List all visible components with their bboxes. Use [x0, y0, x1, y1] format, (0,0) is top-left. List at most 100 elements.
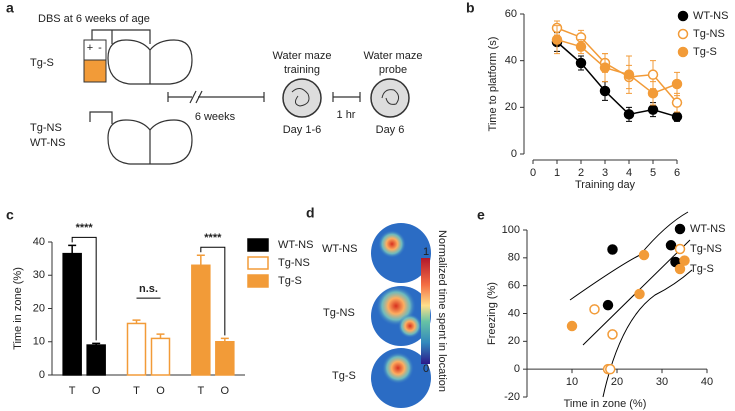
- step-title: training: [284, 64, 320, 76]
- y-tick-label: 40: [505, 55, 517, 67]
- heatmap-hotspot: [398, 314, 422, 338]
- data-point: [647, 69, 659, 80]
- y-tick-label: 20: [33, 302, 45, 314]
- bar: [86, 344, 106, 376]
- timeline: [332, 92, 361, 102]
- swim-path: [291, 88, 310, 107]
- data-point: [679, 255, 690, 266]
- y-tick-label: 40: [33, 236, 45, 248]
- panel-label: b: [466, 0, 475, 16]
- legend-swatch: [247, 238, 269, 252]
- heatmap-row-label: Tg-NS: [323, 307, 355, 319]
- series-line: [556, 41, 678, 118]
- data-point: [575, 57, 587, 69]
- legend-marker: [677, 28, 689, 40]
- stim-plus: +: [87, 42, 93, 54]
- x-tick-label: T: [69, 385, 76, 397]
- water-maze: [370, 78, 410, 118]
- interval-label: 6 weeks: [195, 111, 236, 123]
- data-point: [566, 320, 578, 332]
- diagram: DBS at 6 weeks of age + - Tg-S Tg-NS WT-…: [30, 13, 423, 165]
- interval-label: 1 hr: [337, 109, 356, 121]
- confidence-band: [602, 269, 693, 398]
- legend-label: Tg-S: [693, 46, 717, 58]
- legend-marker: [674, 223, 686, 235]
- y-tick-label: 0: [39, 369, 45, 381]
- bar: [215, 341, 235, 376]
- y-tick-label: 30: [33, 269, 45, 281]
- group-stim: Tg-S: [30, 57, 54, 69]
- step-title: Water maze: [364, 50, 423, 62]
- data-point: [575, 41, 587, 52]
- data-point: [623, 69, 635, 80]
- y-tick-label: 10: [33, 336, 45, 348]
- data-point: [607, 244, 618, 255]
- heatmaps: WT-NS Tg-NS Tg-S 1 0 Normalized time spe…: [322, 223, 448, 408]
- legend-label: Tg-NS: [278, 257, 310, 269]
- data-point: [602, 299, 614, 311]
- x-tick-label: T: [197, 385, 204, 397]
- error-bar: [68, 244, 77, 254]
- data-point: [605, 363, 616, 375]
- bar: [191, 264, 211, 376]
- bar: [150, 337, 171, 376]
- data-point: [647, 88, 659, 99]
- data-point: [647, 104, 659, 115]
- stimulator-bottom: [83, 59, 107, 83]
- y-tick-label: 20: [508, 335, 520, 347]
- legend-label: Tg-S: [278, 275, 302, 287]
- x-tick-label: 0: [530, 167, 536, 179]
- legend-marker: [677, 46, 689, 58]
- data-point: [671, 78, 683, 90]
- step-title: probe: [379, 64, 407, 76]
- panel-label: d: [306, 205, 315, 221]
- y-tick-label: 0: [511, 148, 517, 160]
- y-tick-label: 60: [508, 280, 520, 292]
- x-tick-label: O: [221, 385, 230, 397]
- y-tick-label: 80: [508, 252, 520, 264]
- data-point: [551, 34, 563, 45]
- x-tick-label: 6: [674, 167, 680, 179]
- data-point: [634, 288, 645, 300]
- lead-wire: [89, 111, 113, 124]
- legend-marker: [674, 263, 686, 275]
- x-tick-label: 3: [602, 167, 608, 179]
- x-tick-label: 10: [566, 376, 578, 388]
- data-point: [623, 109, 635, 120]
- heatmap-hotspot: [382, 352, 414, 384]
- group-sham: Tg-NS: [30, 122, 62, 134]
- x-tick-label: 30: [656, 376, 668, 388]
- step-days: Day 1-6: [283, 124, 322, 136]
- y-tick-label: 100: [502, 224, 520, 236]
- step-title: Water maze: [273, 50, 332, 62]
- data-point: [665, 240, 677, 251]
- bar: [126, 322, 147, 376]
- x-tick-label: 20: [611, 376, 623, 388]
- legend-label: Tg-NS: [690, 243, 722, 255]
- error-bar: [196, 254, 205, 266]
- colorbar-min: 0: [423, 363, 429, 375]
- colorbar: [421, 258, 430, 364]
- x-tick-label: 5: [650, 167, 656, 179]
- data-point: [638, 249, 650, 261]
- x-tick-label: T: [133, 385, 140, 397]
- bar: [62, 252, 82, 376]
- colorbar-label: Normalized time spent in location: [436, 230, 448, 392]
- heatmap-row-label: WT-NS: [322, 243, 357, 255]
- x-tick-label: 2: [578, 167, 584, 179]
- heatmap-row-label: Tg-S: [332, 370, 356, 382]
- colorbar-max: 1: [423, 246, 429, 258]
- data-point: [671, 111, 683, 122]
- legend-label: Tg-NS: [693, 28, 725, 40]
- x-axis-label: Training day: [575, 179, 636, 191]
- legend-swatch: [247, 256, 269, 270]
- legend-marker: [674, 243, 686, 255]
- water-maze: [282, 78, 322, 118]
- y-tick-label: 20: [505, 101, 517, 113]
- data-point: [671, 97, 683, 108]
- y-tick-label: -20: [504, 391, 520, 403]
- dbs-label: DBS at 6 weeks of age: [38, 13, 150, 25]
- significance-label: ****: [76, 222, 94, 234]
- step-days: Day 6: [376, 124, 405, 136]
